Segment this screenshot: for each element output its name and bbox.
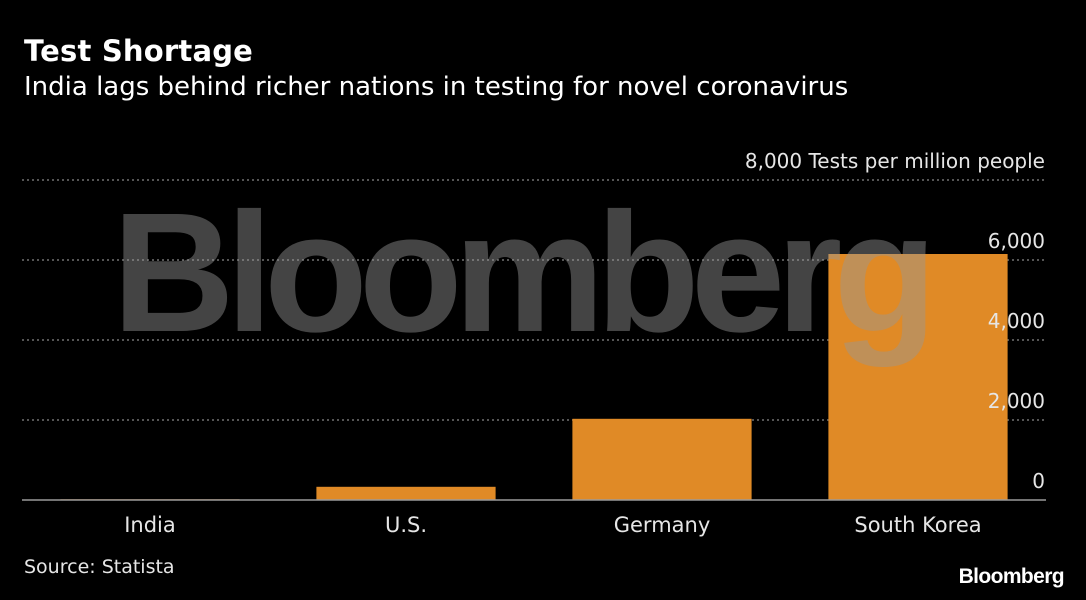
y-tick-label: 6,000 — [988, 229, 1045, 253]
x-axis-labels: India U.S. Germany South Korea — [124, 513, 981, 537]
category-label: U.S. — [385, 513, 427, 537]
bar-u-s- — [316, 486, 496, 500]
chart-title: Test Shortage — [24, 34, 254, 68]
bars — [60, 254, 1008, 500]
bar-south-korea — [828, 254, 1008, 500]
source-note: Source: Statista — [24, 556, 175, 578]
bar-germany — [572, 418, 752, 500]
category-label: Germany — [614, 513, 711, 537]
category-label: South Korea — [854, 513, 981, 537]
y-tick-label: 4,000 — [988, 309, 1045, 333]
y-axis-ticks: 0 2,000 4,000 6,000 8,000 Tests per million … — [745, 149, 1045, 493]
y-tick-label: 2,000 — [988, 389, 1045, 413]
category-label: India — [124, 513, 176, 537]
y-tick-label: 0 — [1032, 469, 1045, 493]
gridlines — [22, 179, 1046, 421]
bloomberg-logo: Bloomberg — [958, 565, 1065, 588]
y-tick-label: 8,000 Tests per million people — [745, 149, 1045, 173]
chart-subtitle: India lags behind richer nations in test… — [24, 72, 849, 102]
